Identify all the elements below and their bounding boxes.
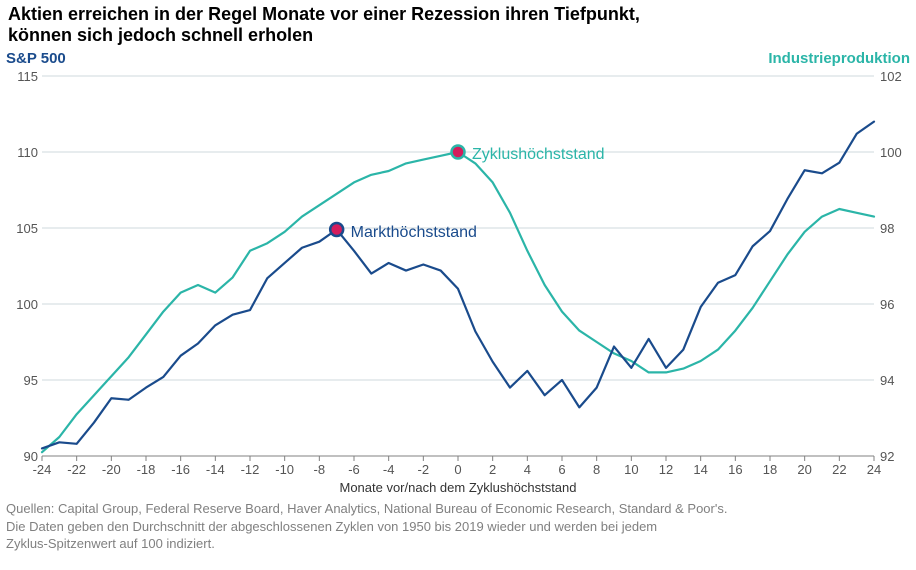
x-tick: 8 — [582, 462, 612, 477]
x-axis-title: Monate vor/nach dem Zyklushöchststand — [42, 480, 874, 495]
x-tick: 0 — [443, 462, 473, 477]
y-left-tick: 110 — [6, 145, 38, 160]
y-right-tick: 96 — [880, 297, 894, 312]
x-tick: 14 — [686, 462, 716, 477]
y-right-tick: 100 — [880, 145, 902, 160]
footnote-line-3: Zyklus-Spitzenwert auf 100 indiziert. — [6, 536, 215, 551]
footnote-line-2: Die Daten geben den Durchschnitt der abg… — [6, 519, 657, 534]
x-tick: 24 — [859, 462, 889, 477]
title-line-1: Aktien erreichen in der Regel Monate vor… — [8, 4, 640, 24]
y-right-tick: 94 — [880, 373, 894, 388]
x-tick: -22 — [62, 462, 92, 477]
y-right-tick: 98 — [880, 221, 894, 236]
footnote-line-1: Quellen: Capital Group, Federal Reserve … — [6, 501, 727, 516]
x-tick: 2 — [478, 462, 508, 477]
x-tick: 4 — [512, 462, 542, 477]
y-right-tick: 102 — [880, 69, 902, 84]
x-tick: -24 — [27, 462, 57, 477]
x-tick: -18 — [131, 462, 161, 477]
y-left-tick: 95 — [6, 373, 38, 388]
left-axis-label: S&P 500 — [6, 50, 66, 67]
x-tick: -6 — [339, 462, 369, 477]
x-tick: 18 — [755, 462, 785, 477]
x-tick: 6 — [547, 462, 577, 477]
x-tick: -10 — [270, 462, 300, 477]
y-left-tick: 100 — [6, 297, 38, 312]
x-tick: -14 — [200, 462, 230, 477]
x-tick: 12 — [651, 462, 681, 477]
chart-container: { "title_line1": "Aktien erreichen in de… — [0, 0, 916, 570]
x-tick: -2 — [408, 462, 438, 477]
y-left-tick: 105 — [6, 221, 38, 236]
title-line-2: können sich jedoch schnell erholen — [8, 25, 313, 45]
x-tick: -12 — [235, 462, 265, 477]
x-tick: -20 — [96, 462, 126, 477]
x-tick: -16 — [166, 462, 196, 477]
x-tick: 10 — [616, 462, 646, 477]
x-tick: -4 — [374, 462, 404, 477]
chart-title: Aktien erreichen in der Regel Monate vor… — [8, 4, 640, 45]
x-tick: 22 — [824, 462, 854, 477]
right-axis-label: Industrieproduktion — [768, 50, 910, 67]
x-tick: -8 — [304, 462, 334, 477]
annotation-zyklus: Zyklushöchststand — [472, 146, 605, 164]
x-tick: 16 — [720, 462, 750, 477]
y-left-tick: 115 — [6, 69, 38, 84]
annotation-markt: Markthöchststand — [351, 224, 477, 242]
footnote: Quellen: Capital Group, Federal Reserve … — [6, 500, 727, 553]
chart-plot — [42, 76, 874, 456]
x-tick: 20 — [790, 462, 820, 477]
